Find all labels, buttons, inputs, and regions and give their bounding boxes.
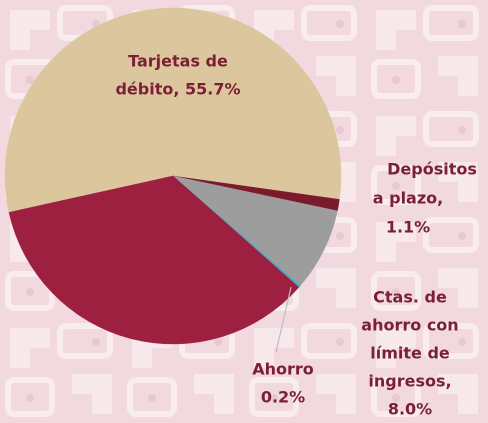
data-label: 1.1%	[386, 218, 430, 237]
data-label: ahorro con	[361, 316, 458, 335]
data-label: Tarjetas de	[128, 52, 228, 71]
leader-line	[275, 286, 292, 353]
pie-slice	[8, 175, 300, 345]
pie	[4, 7, 342, 345]
data-label: Ahorro	[252, 360, 314, 379]
data-label: Depósitos	[387, 160, 477, 179]
data-label: Ctas. de	[373, 288, 447, 307]
data-label: a plazo,	[373, 189, 443, 208]
data-label: 0.2%	[261, 388, 305, 407]
data-label: ingresos,	[368, 372, 451, 391]
pie-slice	[4, 7, 342, 213]
data-label: límite de	[370, 344, 450, 363]
data-label: 8.0%	[388, 400, 432, 419]
data-label: débito, 55.7%	[115, 80, 240, 99]
labels: Tarjetas de débito, 55.7% Depósitos a plazo…	[115, 52, 476, 419]
